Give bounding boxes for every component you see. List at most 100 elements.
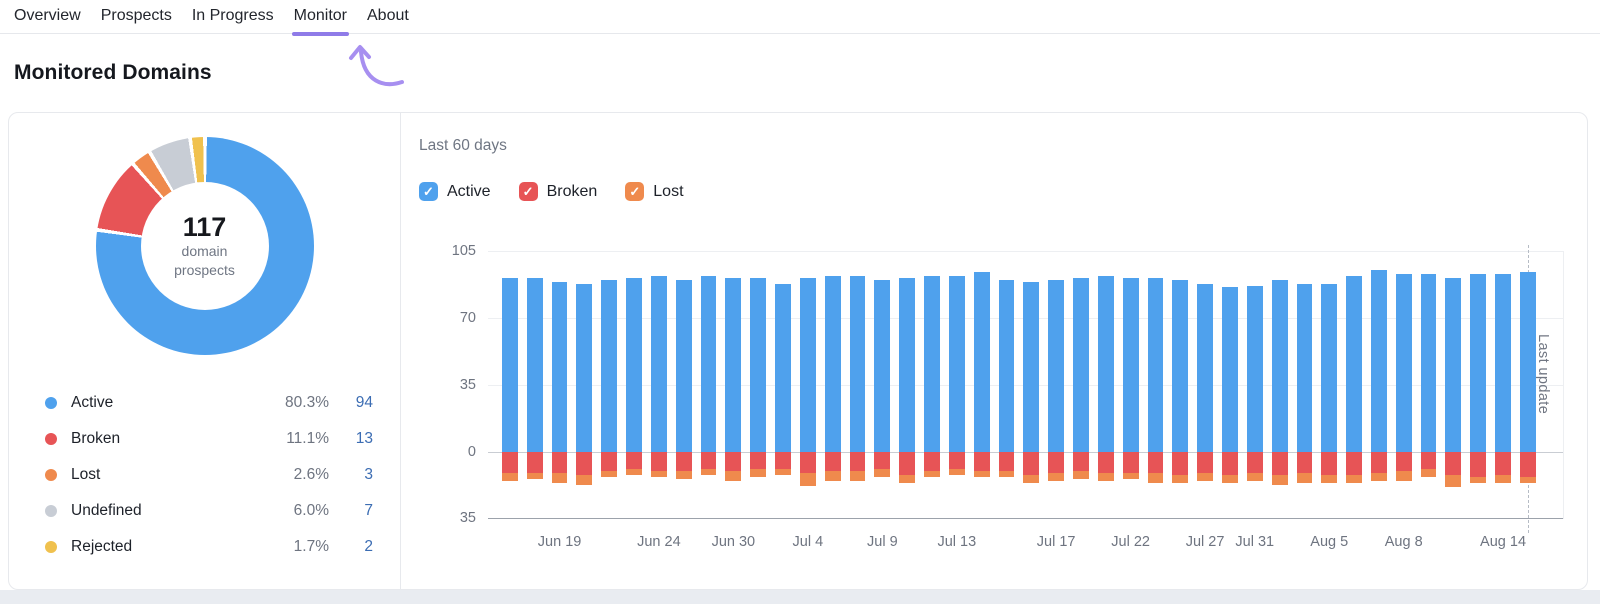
bar-segment-broken — [1222, 452, 1238, 475]
bar-stack[interactable] — [675, 251, 692, 519]
bar-stack[interactable] — [601, 251, 618, 519]
bar-stack[interactable]: Jul 22 — [1111, 251, 1150, 550]
bar-stack[interactable] — [1023, 251, 1040, 519]
bar-stack[interactable] — [1073, 251, 1089, 519]
bar-segment-broken — [775, 452, 791, 470]
y-tick-label: 105 — [451, 243, 476, 259]
legend-dot-icon — [45, 541, 57, 553]
legend-count-link[interactable]: 2 — [364, 538, 373, 555]
bar-segment-broken — [725, 452, 742, 472]
donut-chart[interactable]: 117 domain prospects — [95, 137, 314, 355]
bar-stack[interactable] — [899, 251, 916, 519]
bar-segment-active — [775, 283, 791, 452]
bar-stack[interactable] — [1296, 251, 1313, 519]
gridline — [488, 251, 1564, 252]
tab-about[interactable]: About — [367, 0, 409, 34]
bar-stack[interactable]: Jun 19 — [538, 251, 581, 550]
legend-count-link[interactable]: 13 — [355, 430, 373, 447]
bar-stack[interactable]: Jul 31 — [1235, 251, 1274, 550]
bar-segment-lost — [725, 471, 742, 481]
bar-segment-broken — [650, 452, 667, 472]
filter-active[interactable]: ✓ Active — [419, 182, 491, 201]
bar-segment-lost — [874, 469, 891, 477]
bar-segment-lost — [1296, 473, 1313, 483]
bar-stack[interactable] — [502, 251, 518, 519]
bar-segment-lost — [948, 469, 965, 475]
filter-broken[interactable]: ✓ Broken — [518, 182, 597, 201]
bar-stack[interactable] — [1147, 251, 1164, 519]
bar-segment-active — [1470, 274, 1487, 452]
bar-segment-active — [626, 277, 642, 452]
bar-segment-lost — [1470, 476, 1487, 483]
bar-segment-active — [973, 272, 990, 452]
bar-stack[interactable]: Jul 17 — [1037, 251, 1075, 550]
bar-segment-broken — [1395, 452, 1412, 472]
bar-segment-broken — [1495, 452, 1511, 475]
bar-stack[interactable] — [998, 251, 1015, 519]
checkbox-icon[interactable]: ✓ — [625, 182, 645, 201]
bar-segment-lost — [1147, 473, 1164, 483]
bar-stack[interactable] — [626, 251, 642, 519]
legend-count-link[interactable]: 3 — [364, 466, 373, 483]
bar-stack[interactable]: Jul 13 — [937, 251, 976, 550]
bar-stack[interactable]: Jun 30 — [712, 251, 755, 550]
bar-segment-broken — [1172, 452, 1189, 475]
chart-filters: ✓ Active ✓ Broken ✓ Lost — [419, 182, 1587, 201]
tab-in-progress[interactable]: In Progress — [192, 0, 274, 34]
bar-stack[interactable]: Aug 14 — [1480, 251, 1526, 550]
bar-segment-active — [526, 277, 543, 452]
bar-stack[interactable] — [750, 251, 767, 519]
bar-stack[interactable]: Jul 9 — [867, 251, 898, 550]
bar-stack[interactable] — [526, 251, 543, 519]
bar-stack[interactable] — [1445, 251, 1462, 519]
bar-stack[interactable]: Jul 27 — [1186, 251, 1224, 550]
bar-stack[interactable] — [1172, 251, 1189, 519]
bar-segment-broken — [1346, 452, 1362, 475]
bar-segment-broken — [799, 452, 816, 474]
bar-stack[interactable]: Jun 24 — [637, 251, 681, 550]
bar-segment-broken — [1519, 452, 1536, 477]
page-bottom-strip — [0, 590, 1600, 604]
bar-segment-lost — [824, 471, 841, 481]
bar-stack[interactable] — [1271, 251, 1288, 519]
tab-prospects[interactable]: Prospects — [101, 0, 172, 34]
filter-lost[interactable]: ✓ Lost — [625, 182, 684, 201]
bar-stack[interactable] — [1097, 251, 1114, 519]
bar-segment-lost — [998, 471, 1015, 477]
legend-count-link[interactable]: 94 — [355, 394, 373, 411]
bar-stack[interactable] — [1222, 251, 1238, 519]
bar-stack[interactable] — [700, 251, 717, 519]
bar-segment-active — [1197, 283, 1214, 452]
legend-percent: 11.1% — [286, 430, 329, 447]
bar-stack[interactable] — [1370, 251, 1387, 519]
bar-stack[interactable] — [1470, 251, 1487, 519]
bar-segment-lost — [899, 475, 916, 483]
bar-stack[interactable] — [775, 251, 791, 519]
checkbox-icon[interactable]: ✓ — [518, 182, 538, 201]
bar-segment-lost — [700, 469, 717, 475]
bar-segment-lost — [1097, 473, 1114, 481]
checkbox-icon[interactable]: ✓ — [419, 182, 438, 201]
y-axis: 105 70 35 0 35 — [419, 243, 488, 526]
bar-stack[interactable] — [924, 251, 940, 519]
bar-segment-broken — [1246, 452, 1263, 474]
donut-panel: 117 domain prospects Active 80.3% 94 Broken… — [9, 113, 401, 589]
bar-segment-broken — [973, 452, 990, 472]
tab-overview[interactable]: Overview — [14, 0, 81, 34]
legend-count-link[interactable]: 7 — [364, 502, 373, 519]
bar-stack[interactable] — [824, 251, 841, 519]
tab-monitor[interactable]: Monitor — [291, 0, 349, 36]
bar-segment-lost — [1048, 473, 1065, 481]
bar-stack[interactable] — [849, 251, 866, 519]
bar-stack[interactable]: Aug 5 — [1310, 251, 1348, 550]
bar-stack[interactable] — [576, 251, 593, 519]
filter-label: Lost — [653, 182, 684, 200]
bar-segment-active — [1122, 277, 1139, 452]
bar-stack[interactable] — [1346, 251, 1362, 519]
bar-stack[interactable]: Jul 4 — [793, 251, 823, 550]
bar-stack[interactable]: Aug 8 — [1385, 251, 1423, 550]
bar-stack[interactable] — [1420, 251, 1437, 519]
bar-stack[interactable] — [973, 251, 990, 519]
bar-stack[interactable] — [1519, 251, 1536, 519]
bar-segment-broken — [1097, 452, 1114, 474]
